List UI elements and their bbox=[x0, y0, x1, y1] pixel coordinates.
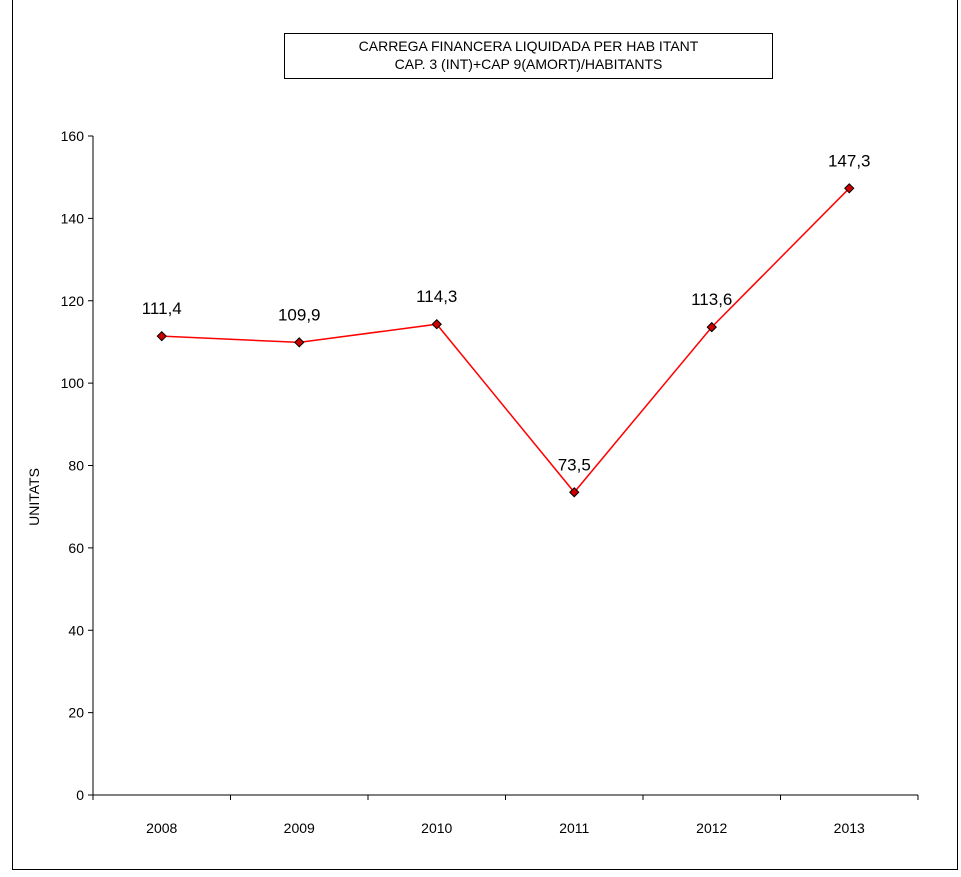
axes bbox=[88, 135, 919, 800]
data-label: 114,3 bbox=[416, 287, 457, 306]
data-labels: 111,4 109,9 114,3 73,5 113,6 147,3 bbox=[142, 151, 871, 474]
series-markers bbox=[156, 183, 855, 498]
chart-title-box: CARREGA FINANCERA LIQUIDADA PER HAB ITAN… bbox=[284, 33, 773, 79]
chart-subtitle: CAP. 3 (INT)+CAP 9(AMORT)/HABITANTS bbox=[394, 56, 663, 72]
y-tick-label: 40 bbox=[68, 622, 84, 638]
data-label: 111,4 bbox=[142, 299, 182, 318]
data-point-marker bbox=[431, 319, 442, 330]
y-tick-label: 80 bbox=[68, 458, 84, 474]
y-tick-label: 160 bbox=[61, 128, 85, 144]
series-line bbox=[161, 187, 850, 494]
tick-labels: 0 20 40 60 80 100 120 140 160 2008 2009 2010 2011 201… bbox=[61, 128, 865, 836]
data-point-marker bbox=[294, 337, 305, 348]
chart-title: CARREGA FINANCERA LIQUIDADA PER HAB ITAN… bbox=[358, 38, 699, 54]
data-label: 109,9 bbox=[278, 305, 321, 324]
x-tick-label: 2010 bbox=[421, 820, 452, 836]
data-point-marker bbox=[706, 321, 717, 333]
data-label: 147,3 bbox=[828, 151, 871, 170]
series-line-path bbox=[161, 187, 850, 494]
x-tick-label: 2008 bbox=[146, 820, 177, 836]
x-tick-label: 2011 bbox=[559, 820, 589, 836]
data-point-marker bbox=[156, 330, 167, 342]
y-tick-label: 0 bbox=[76, 787, 84, 803]
data-point-marker bbox=[844, 183, 855, 194]
x-tick-label: 2013 bbox=[834, 820, 865, 836]
y-tick-label: 100 bbox=[61, 375, 85, 391]
data-label: 113,6 bbox=[691, 290, 732, 309]
data-label: 73,5 bbox=[558, 455, 591, 474]
y-tick-label: 60 bbox=[68, 540, 84, 556]
y-tick-label: 120 bbox=[61, 293, 85, 309]
x-tick-label: 2009 bbox=[284, 820, 315, 836]
x-tick-label: 2012 bbox=[696, 820, 727, 836]
data-point-marker bbox=[569, 487, 580, 498]
y-tick-label: 140 bbox=[61, 210, 85, 226]
chart-frame bbox=[12, 0, 958, 870]
y-tick-label: 20 bbox=[68, 705, 84, 721]
